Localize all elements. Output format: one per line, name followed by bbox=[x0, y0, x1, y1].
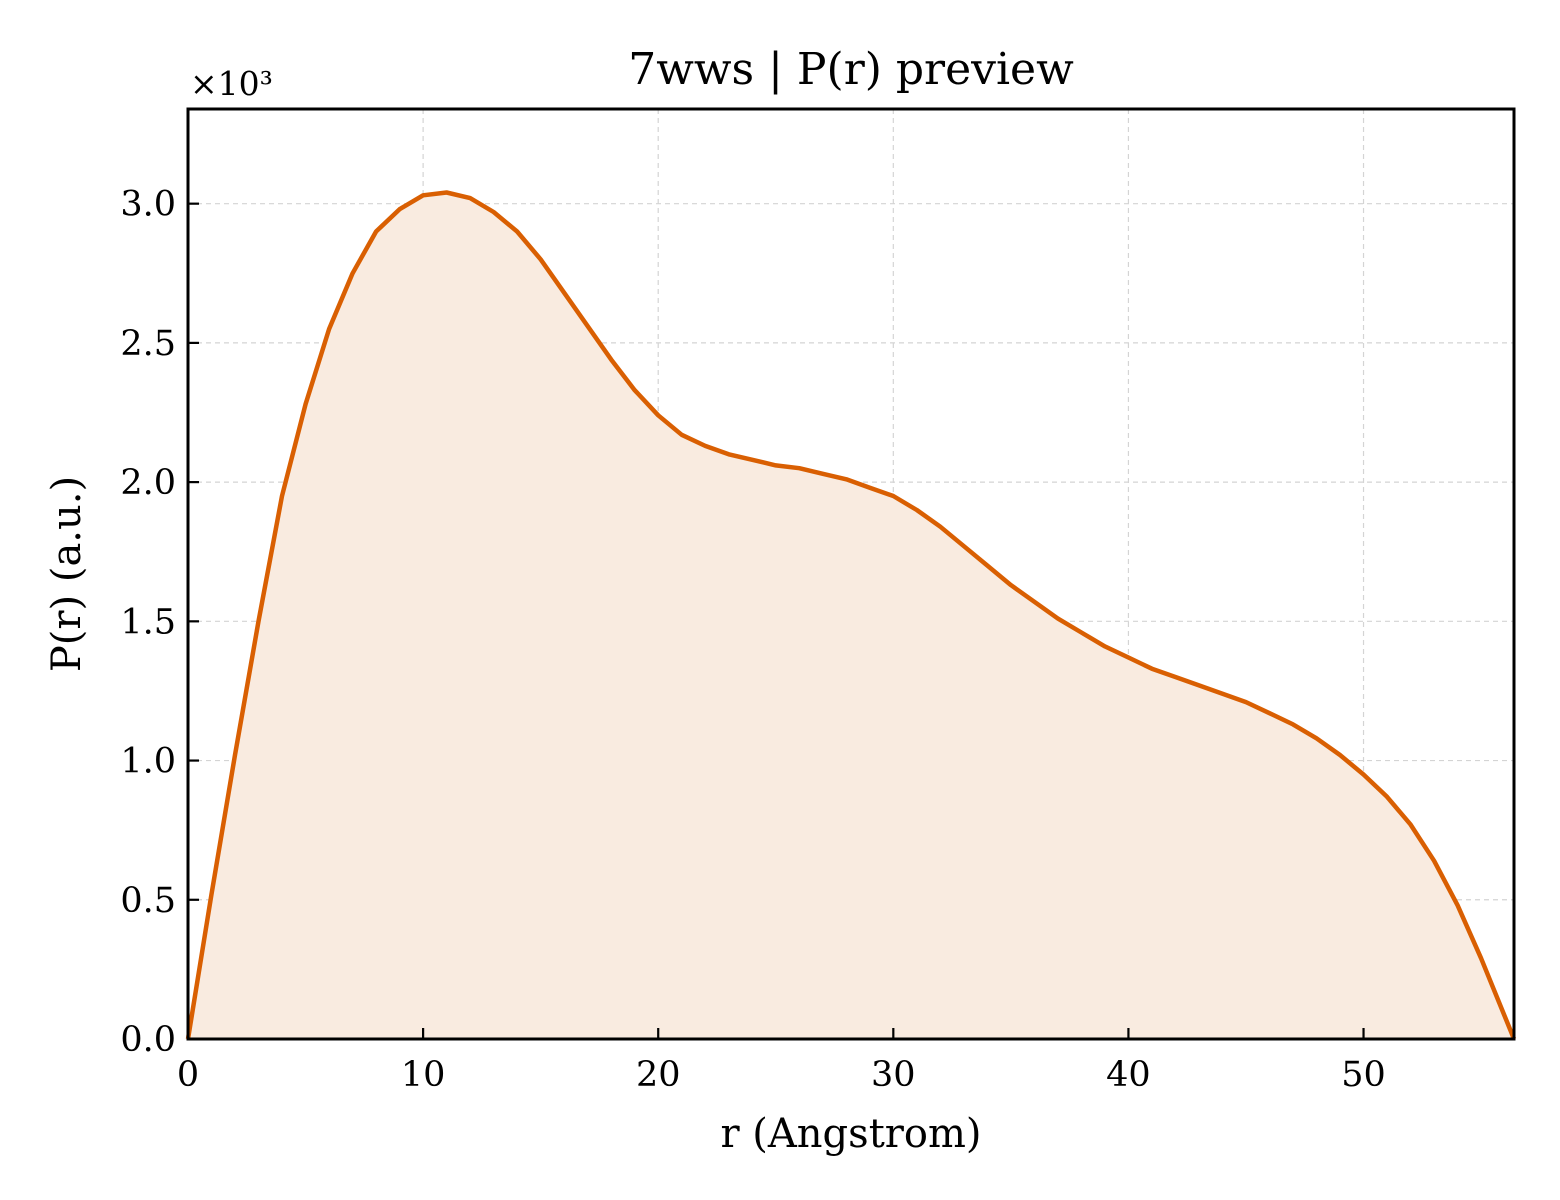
y-tick-label: 0.5 bbox=[120, 881, 176, 921]
x-tick-label: 30 bbox=[871, 1055, 916, 1095]
x-tick-label: 0 bbox=[177, 1055, 199, 1095]
x-tick-label: 10 bbox=[401, 1055, 446, 1095]
x-tick-label: 50 bbox=[1341, 1055, 1386, 1095]
y-tick-label: 1.5 bbox=[120, 602, 176, 642]
pr-curve-line bbox=[185, 190, 1517, 1040]
y-tick-label: 1.0 bbox=[120, 742, 176, 782]
x-tick-label: 20 bbox=[636, 1055, 681, 1095]
x-axis-label: r (Angstrom) bbox=[720, 1111, 981, 1157]
x-tick-label: 40 bbox=[1106, 1055, 1151, 1095]
plot-frame bbox=[186, 107, 1516, 1041]
chart-title: 7wws | P(r) preview bbox=[628, 44, 1074, 95]
pr-area-fill bbox=[188, 192, 1514, 1039]
y-tick-label: 2.0 bbox=[120, 463, 176, 503]
axis-ticks bbox=[186, 202, 1365, 1041]
y-tick-label: 3.0 bbox=[120, 185, 176, 225]
axis-tick-labels: 0 10 20 30 40 50 0.0 0.5 1.0 1.5 2.0 2.5 3.0 bbox=[120, 185, 1385, 1095]
y-tick-label: 0.0 bbox=[120, 1020, 176, 1060]
y-tick-label: 2.5 bbox=[120, 324, 176, 364]
y-axis-label: P(r) (a.u.) bbox=[44, 476, 90, 672]
y-multiplier-label: ×10³ bbox=[190, 64, 273, 103]
